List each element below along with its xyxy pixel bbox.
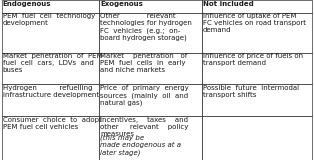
Text: Possible  future  intermodal
transport shifts: Possible future intermodal transport shi… (203, 85, 299, 98)
Bar (202, 13, 312, 53)
Text: Endogenous: Endogenous (3, 1, 51, 7)
Bar (2, 13, 100, 53)
Text: PEM  fuel  cell  technology
development: PEM fuel cell technology development (3, 13, 95, 26)
Text: Consumer  choice  to  adopt
PEM fuel cell vehicles: Consumer choice to adopt PEM fuel cell v… (3, 116, 101, 130)
Bar (202, 53, 312, 84)
Text: Influence of price of fuels on
transport demand: Influence of price of fuels on transport… (203, 53, 303, 67)
Text: Exogenous: Exogenous (100, 1, 143, 7)
Text: Market    penetration   of
PEM  fuel  cells  in  early
and niche markets: Market penetration of PEM fuel cells in … (100, 53, 188, 73)
Bar (2, 0, 100, 13)
Bar (2, 116, 100, 160)
Bar (100, 13, 202, 53)
Bar (202, 0, 312, 13)
Bar (100, 53, 202, 84)
Text: Hydrogen          refuelling
infrastructure development: Hydrogen refuelling infrastructure devel… (3, 85, 99, 98)
Bar (100, 116, 202, 160)
Text: Market  penetration  of  PEM
fuel  cell  cars,  LDVs  and
buses: Market penetration of PEM fuel cell cars… (3, 53, 102, 73)
Text: Price  of  primary  energy
sources  (mainly  oil  and
natural gas): Price of primary energy sources (mainly … (100, 85, 189, 106)
Text: (this may be
made endogenous at a
later stage): (this may be made endogenous at a later … (100, 135, 181, 156)
Text: Not included: Not included (203, 1, 254, 7)
Bar (100, 84, 202, 116)
Bar (2, 53, 100, 84)
Bar (100, 0, 202, 13)
Bar (2, 84, 100, 116)
Text: Influence of uptake of PEM
FC vehicles on road transport
demand: Influence of uptake of PEM FC vehicles o… (203, 13, 306, 33)
Bar (202, 84, 312, 116)
Bar (202, 116, 312, 160)
Text: Other            relevant
technologies for hydrogen
FC  vehicles  (e.g.;  on-
bo: Other relevant technologies for hydrogen… (100, 13, 192, 41)
Text: Incentives,    taxes    and
other     relevant    policy
measures: Incentives, taxes and other relevant pol… (100, 116, 189, 136)
